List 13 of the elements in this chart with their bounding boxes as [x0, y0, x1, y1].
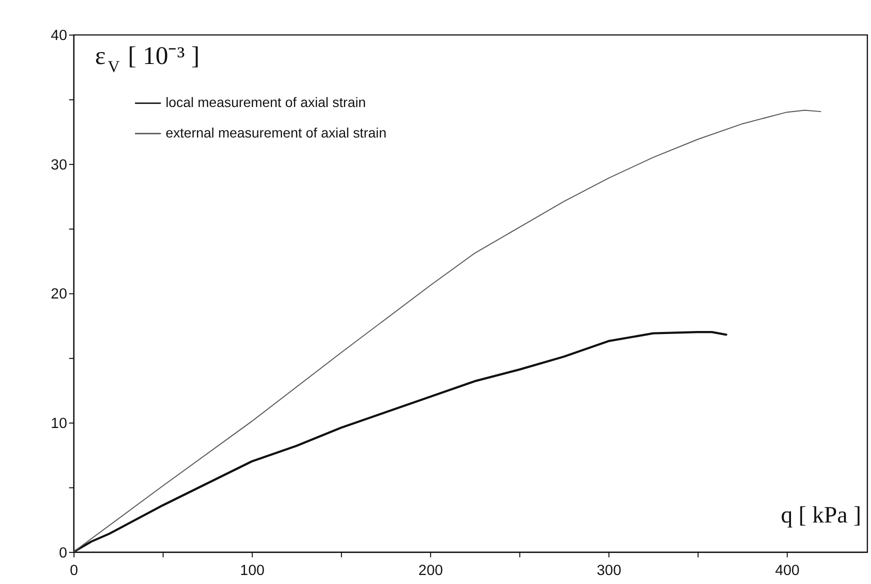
y-tick-label: 30	[50, 157, 68, 174]
x-tick-label: 400	[775, 562, 800, 579]
y-tick-label: 20	[50, 286, 68, 303]
y-tick-label: 40	[50, 28, 68, 44]
y-tick-label: 10	[50, 416, 68, 432]
x-axis-title: q [ kPa ]	[780, 502, 862, 529]
x-tick-label: 200	[418, 562, 443, 579]
x-tick-label: 300	[596, 562, 622, 579]
x-tick-label: 100	[240, 562, 265, 579]
y-tick-label: 0	[58, 545, 68, 562]
legend-label: external measurement of axial strain	[166, 125, 386, 140]
legend-label: local measurement of axial strain	[166, 95, 366, 110]
x-tick-label: 0	[70, 562, 78, 579]
